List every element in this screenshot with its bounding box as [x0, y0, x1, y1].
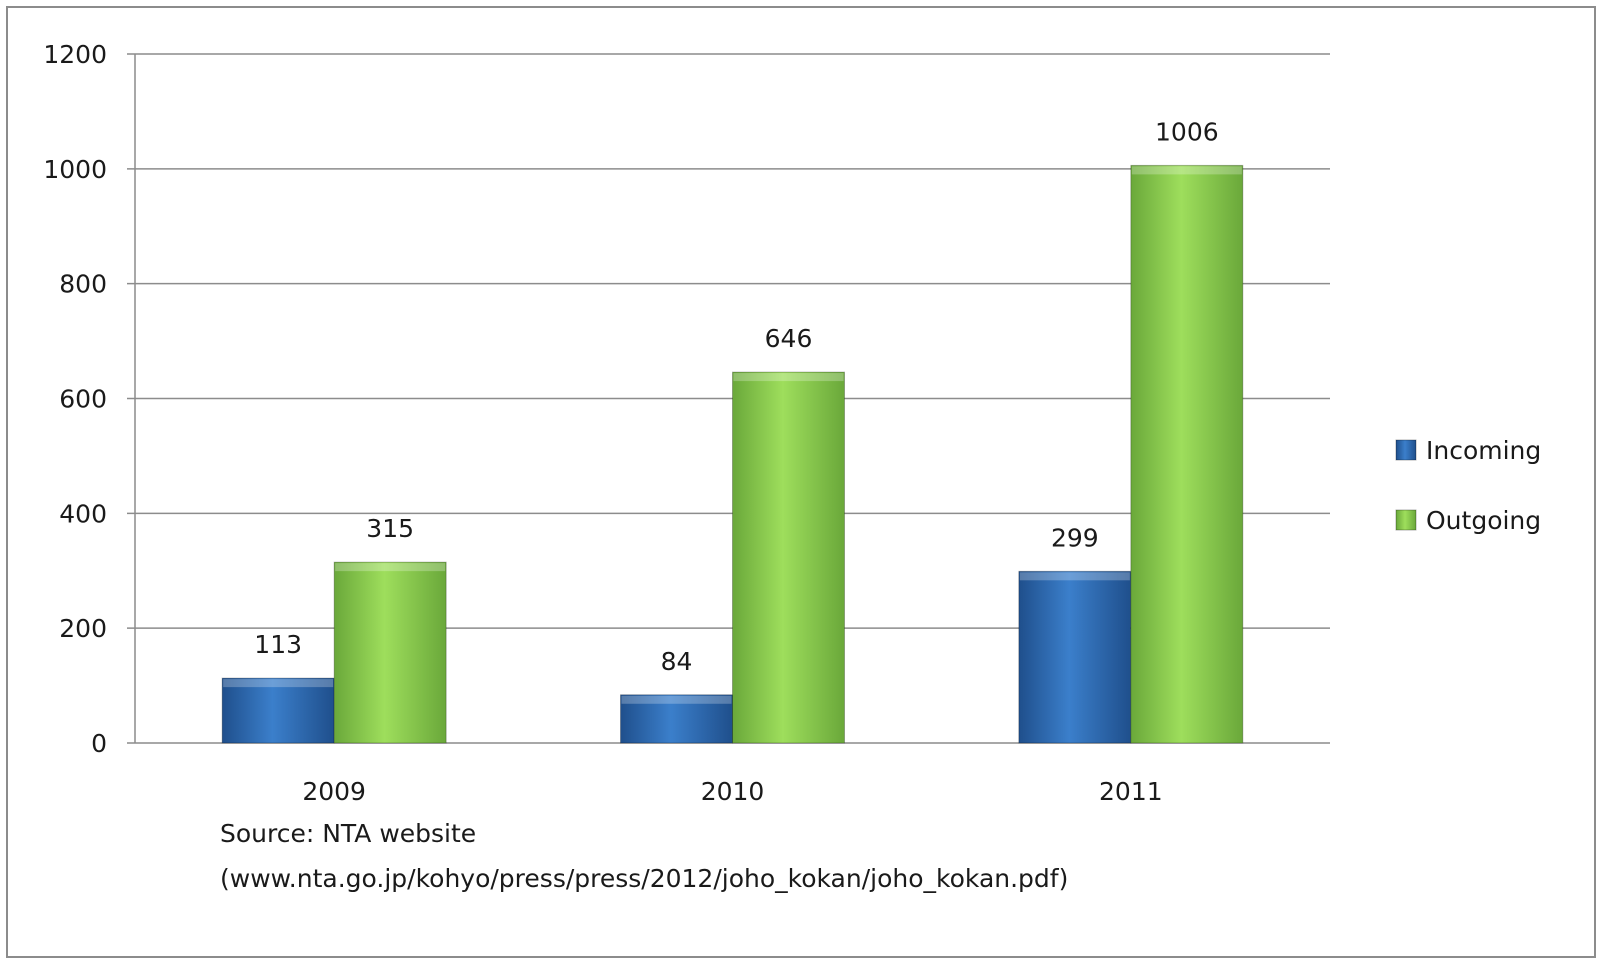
- bar-highlight: [223, 679, 334, 688]
- source-line-2: (www.nta.go.jp/kohyo/press/press/2012/jo…: [220, 864, 1068, 893]
- x-tick-label: 2010: [701, 777, 765, 806]
- bar-incoming-2009: [221, 677, 335, 744]
- y-tick-label: 0: [91, 729, 107, 758]
- y-tick-label: 1000: [43, 155, 107, 184]
- legend: Incoming Outgoing: [1395, 436, 1541, 535]
- x-tick-label: 2009: [302, 777, 366, 806]
- bar-highlight: [733, 373, 844, 382]
- x-tick-label: 2011: [1099, 777, 1163, 806]
- data-label: 1006: [1155, 117, 1219, 146]
- source-line-1: Source: NTA website: [220, 819, 476, 848]
- x-axis: 2009 2010 2011: [302, 777, 1162, 806]
- data-label: 113: [254, 630, 302, 659]
- bar-outgoing-2009: [333, 561, 447, 744]
- data-labels: 113 315 84 646 299 1006: [254, 117, 1218, 675]
- bars: [221, 164, 1244, 744]
- bar-highlight: [335, 563, 446, 572]
- data-label: 646: [765, 324, 813, 353]
- y-tick-label: 800: [59, 270, 107, 299]
- legend-label-outgoing: Outgoing: [1426, 506, 1541, 535]
- bar-incoming-2011: [1018, 570, 1132, 744]
- bar-outgoing-2011: [1130, 164, 1244, 744]
- y-tick-label: 1200: [43, 40, 107, 69]
- bar-highlight: [1019, 572, 1130, 581]
- y-tick-label: 400: [59, 499, 107, 528]
- data-label: 299: [1051, 523, 1099, 552]
- y-tick-label: 600: [59, 385, 107, 414]
- legend-swatch-incoming: [1395, 439, 1417, 461]
- bar-outgoing-2010: [732, 371, 845, 744]
- legend-swatch-outgoing: [1395, 509, 1417, 531]
- data-label: 84: [661, 647, 693, 676]
- legend-label-incoming: Incoming: [1426, 436, 1541, 465]
- bar-highlight: [621, 695, 732, 704]
- y-axis: 0 200 400 600 800 1000 1200: [43, 40, 136, 758]
- bar-highlight: [1131, 166, 1242, 175]
- y-tick-label: 200: [59, 614, 107, 643]
- data-label: 315: [366, 514, 414, 543]
- source-note: Source: NTA website (www.nta.go.jp/kohyo…: [220, 819, 1068, 893]
